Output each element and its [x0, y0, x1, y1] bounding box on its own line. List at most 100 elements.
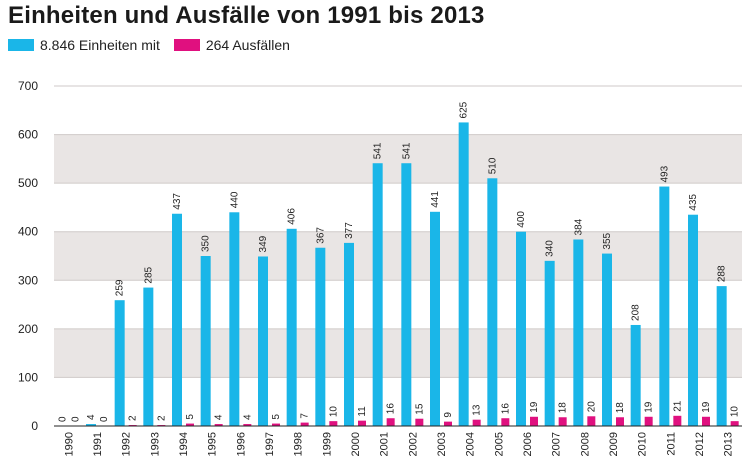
value-label-failures: 4: [214, 414, 225, 420]
bar-failures: [501, 418, 510, 426]
value-label-failures: 0: [70, 416, 81, 422]
bar-units: [315, 247, 326, 426]
bar-failures: [386, 418, 395, 426]
y-tick-label: 0: [31, 419, 38, 433]
value-label-failures: 19: [644, 401, 655, 413]
bar-units: [286, 228, 297, 426]
value-label-units: 441: [430, 191, 441, 208]
x-tick-label: 2001: [379, 432, 391, 456]
value-label-units: 440: [229, 191, 240, 208]
bar-units: [143, 287, 154, 426]
y-tick-label: 100: [18, 370, 38, 384]
bar-units: [544, 260, 555, 426]
x-tick-label: 2000: [350, 432, 362, 456]
value-label-failures: 16: [386, 403, 397, 415]
x-tick-label: 2010: [637, 432, 649, 456]
bar-units: [200, 256, 211, 426]
bar-failures: [243, 424, 252, 426]
bar-units: [258, 256, 268, 426]
x-tick-label: 1993: [149, 432, 161, 456]
value-label-failures: 13: [472, 404, 483, 416]
bar-failures: [702, 416, 710, 426]
bar-units: [716, 286, 727, 426]
bar-units: [344, 242, 354, 426]
bar-units: [229, 212, 240, 426]
x-tick-label: 2007: [551, 432, 563, 456]
grid-band: [54, 231, 742, 281]
x-tick-label: 1996: [235, 432, 247, 456]
x-tick-label: 2005: [493, 432, 505, 456]
bar-failures: [587, 416, 596, 426]
value-label-units: 259: [115, 279, 126, 296]
legend: 8.846 Einheiten mit 264 Ausfällen: [8, 36, 304, 54]
grid-band: [54, 328, 742, 378]
bar-failures: [673, 415, 682, 426]
value-label-units: 493: [659, 165, 670, 182]
value-label-units: 377: [344, 222, 355, 239]
bar-units: [602, 253, 612, 426]
value-label-units: 340: [545, 240, 556, 257]
bar-failures: [300, 422, 309, 426]
value-label-failures: 19: [701, 401, 712, 413]
value-label-failures: 16: [500, 403, 511, 415]
bar-failures: [358, 420, 366, 426]
value-label-units: 510: [487, 157, 498, 174]
value-label-units: 625: [459, 101, 470, 118]
bar-failures: [530, 416, 538, 426]
x-tick-label: 2009: [608, 432, 620, 456]
bar-failures: [472, 419, 481, 426]
value-label-failures: 5: [185, 414, 196, 420]
legend-label-failures: 264 Ausfällen: [205, 37, 290, 53]
value-label-units: 4: [86, 414, 97, 420]
grid-band: [54, 134, 742, 184]
value-label-units: 208: [631, 304, 642, 321]
value-label-units: 355: [602, 232, 613, 249]
y-tick-label: 600: [18, 128, 38, 142]
value-label-failures: 7: [300, 413, 311, 419]
value-label-failures: 4: [242, 414, 253, 420]
bar-failures: [644, 416, 653, 426]
value-label-units: 400: [516, 211, 527, 228]
legend-swatch-units: [8, 39, 34, 51]
value-label-failures: 20: [586, 401, 597, 413]
value-label-failures: 15: [414, 403, 425, 415]
value-label-units: 541: [373, 142, 384, 159]
value-label-units: 384: [573, 218, 584, 235]
x-tick-label: 1991: [92, 432, 104, 456]
value-label-failures: 18: [558, 402, 569, 414]
x-tick-label: 2008: [579, 432, 591, 456]
bar-units: [573, 239, 584, 426]
value-label-units: 349: [258, 235, 269, 252]
y-tick-label: 200: [18, 322, 38, 336]
bar-units: [630, 324, 641, 426]
bar-failures: [444, 421, 452, 426]
x-tick-label: 1994: [178, 432, 190, 456]
bar-units: [487, 178, 498, 426]
x-tick-label: 2011: [665, 432, 677, 456]
bar-units: [86, 424, 96, 426]
legend-item-failures: 264 Ausfällen: [173, 37, 290, 53]
value-label-failures: 5: [271, 414, 282, 420]
x-tick-label: 1995: [207, 432, 219, 456]
bar-units: [114, 300, 125, 426]
value-label-units: 285: [143, 266, 154, 283]
bar-units: [688, 214, 698, 426]
value-label-units: 288: [717, 265, 728, 282]
chart-title: Einheiten und Ausfälle von 1991 bis 2013: [8, 2, 485, 29]
value-label-units: 0: [57, 416, 68, 422]
value-label-units: 406: [287, 208, 298, 225]
value-label-failures: 10: [730, 406, 741, 418]
x-tick-label: 1992: [121, 432, 133, 456]
bar-failures: [730, 421, 739, 426]
bar-units: [516, 231, 526, 426]
value-label-units: 435: [688, 194, 699, 211]
value-label-failures: 11: [357, 406, 368, 417]
value-label-units: 350: [201, 235, 212, 252]
legend-label-units: 8.846 Einheiten mit: [40, 37, 160, 53]
x-tick-label: 2012: [694, 432, 706, 456]
bar-failures: [186, 423, 194, 426]
bar-units: [458, 122, 469, 426]
value-label-failures: 2: [128, 415, 139, 421]
value-label-failures: 19: [529, 401, 540, 413]
value-label-failures: 21: [672, 400, 683, 412]
